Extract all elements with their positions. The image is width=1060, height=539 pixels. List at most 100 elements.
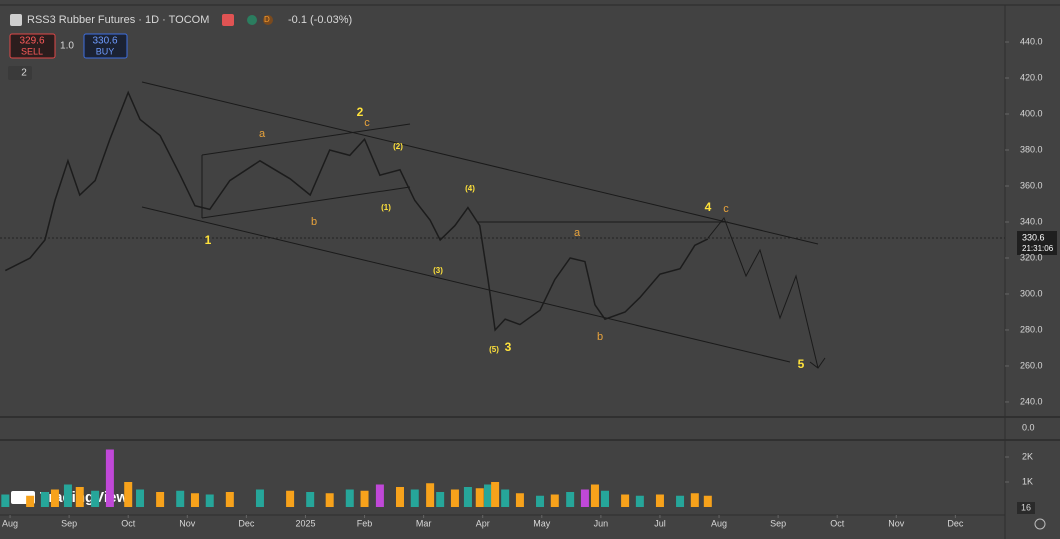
- wave-label: c: [723, 203, 729, 215]
- x-tick-label: Sep: [770, 518, 786, 528]
- volume-bar: [124, 482, 133, 507]
- wave-label: b: [311, 216, 317, 228]
- volume-bar: [676, 495, 685, 507]
- triangle-line: [201, 123, 411, 156]
- sell-label: SELL: [21, 46, 43, 56]
- wave-label: c: [364, 117, 370, 129]
- sell-button[interactable]: [9, 33, 56, 59]
- status-d: D: [264, 15, 270, 24]
- volume-bar: [91, 490, 100, 507]
- channel-line: [141, 206, 791, 363]
- x-tick-label: Dec: [947, 518, 964, 528]
- symbol-icon[interactable]: [10, 14, 22, 26]
- x-tick-label: Feb: [357, 518, 373, 528]
- volume-bar: [325, 493, 334, 507]
- volume-bar: [590, 484, 599, 507]
- wave-label: 5: [798, 357, 805, 371]
- volume-bar: [491, 482, 500, 507]
- y-tick-label: 2K: [1022, 451, 1033, 461]
- wave-label: 2: [357, 105, 364, 119]
- y-tick-label: 420.0: [1020, 72, 1043, 82]
- channel-line: [141, 81, 819, 245]
- volume-bar: [306, 492, 315, 507]
- price-line: [4, 90, 709, 332]
- volume-bar: [190, 493, 199, 507]
- x-tick-label: Nov: [179, 518, 196, 528]
- buy-price: 330.6: [92, 36, 117, 47]
- volume-bar: [205, 494, 214, 507]
- wave-label: (2): [393, 142, 403, 151]
- volume-bar: [450, 489, 459, 507]
- status-dot: [263, 15, 273, 25]
- x-tick-label: Oct: [830, 518, 845, 528]
- countdown: 21:31:06: [1022, 244, 1054, 253]
- volume-bar: [484, 484, 493, 507]
- volume-bar: [601, 490, 610, 507]
- volume-bar: [410, 489, 419, 507]
- volume-bar: [621, 494, 630, 507]
- volume-bar: [50, 489, 59, 507]
- sell-price: 329.6: [19, 36, 44, 47]
- volume-bar: [580, 489, 589, 507]
- y-tick-label: 300.0: [1020, 288, 1043, 298]
- badge-text: 16: [1021, 502, 1031, 512]
- x-tick-label: Aug: [2, 518, 18, 528]
- y-tick-label: 380.0: [1020, 144, 1043, 154]
- flag-icon[interactable]: [222, 14, 234, 26]
- indicator-value: 0.0: [1022, 422, 1035, 432]
- volume-bar: [255, 489, 264, 507]
- buy-label: BUY: [96, 46, 115, 56]
- quantity: 1.0: [60, 41, 74, 52]
- buy-button[interactable]: [83, 33, 128, 59]
- indicator-toggle[interactable]: [8, 66, 32, 80]
- volume-bar: [1, 494, 10, 507]
- badge: [1017, 502, 1035, 514]
- volume-bar: [436, 492, 445, 507]
- wave-label: b: [597, 331, 603, 343]
- volume-bar: [40, 492, 49, 507]
- wave-label: (4): [465, 184, 475, 193]
- price-change: -0.1 (-0.03%): [288, 14, 352, 26]
- x-tick-label: Sep: [61, 518, 77, 528]
- wave-label: a: [574, 227, 581, 239]
- wave-label: 3: [505, 340, 512, 354]
- volume-bar: [395, 487, 404, 507]
- x-tick-label: Oct: [121, 518, 136, 528]
- wave-label: 4: [705, 200, 712, 214]
- wave-label: (5): [489, 345, 499, 354]
- x-tick-label: May: [533, 518, 551, 528]
- volume-bar: [550, 494, 559, 507]
- volume-bar: [345, 489, 354, 507]
- y-tick-label: 320.0: [1020, 252, 1043, 262]
- volume-bar: [703, 495, 712, 507]
- y-tick-label: 280.0: [1020, 324, 1043, 334]
- symbol-title: RSS3 Rubber Futures · 1D · TOCOM: [27, 14, 209, 26]
- wave-label: (3): [433, 266, 443, 275]
- volume-bar: [105, 449, 114, 507]
- y-tick-label: 440.0: [1020, 36, 1043, 46]
- last-price-tag: [1017, 231, 1057, 255]
- last-price: 330.6: [1022, 232, 1045, 242]
- x-tick-label: Nov: [888, 518, 905, 528]
- y-tick-label: 360.0: [1020, 180, 1043, 190]
- x-tick-label: Mar: [416, 518, 432, 528]
- settings-icon[interactable]: [1034, 518, 1046, 530]
- projection-arrow: [809, 357, 826, 369]
- indicator-count: 2: [21, 68, 27, 79]
- volume-bar: [176, 490, 185, 507]
- volume-bar: [156, 492, 165, 507]
- x-tick-label: 2025: [295, 518, 315, 528]
- projection-path: [707, 217, 819, 369]
- volume-bar: [635, 495, 644, 507]
- volume-bar: [690, 493, 699, 507]
- x-tick-label: Jul: [654, 518, 666, 528]
- volume-bar: [475, 488, 484, 507]
- wave-label: (1): [381, 203, 391, 212]
- volume-bar: [655, 494, 664, 507]
- volume-bar: [75, 487, 84, 507]
- triangle-line: [201, 186, 411, 219]
- volume-bar: [501, 489, 510, 507]
- y-tick-label: 260.0: [1020, 360, 1043, 370]
- volume-bar: [136, 489, 145, 507]
